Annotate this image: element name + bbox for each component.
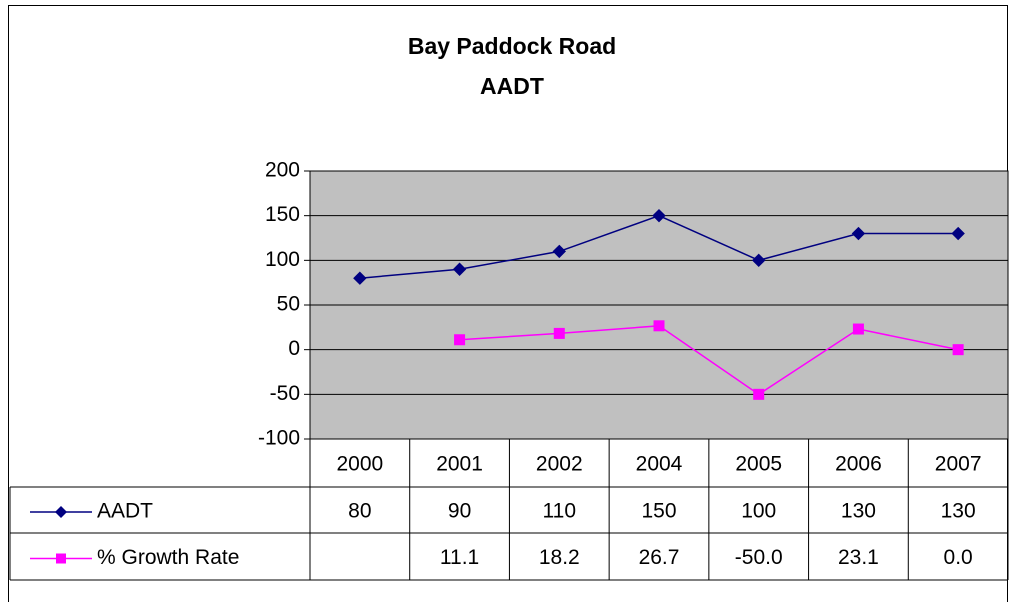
data-label: 11.1 bbox=[440, 546, 479, 569]
y-tick-label: 200 bbox=[265, 159, 300, 182]
series-line bbox=[459, 325, 959, 396]
marker bbox=[951, 226, 965, 241]
legend-label: % Growth Rate bbox=[97, 546, 239, 569]
data-label: 90 bbox=[448, 500, 471, 523]
marker bbox=[752, 253, 766, 268]
marker bbox=[353, 271, 367, 285]
data-label: -50.0 bbox=[735, 546, 783, 569]
marker bbox=[552, 244, 566, 259]
y-tick-label: 50 bbox=[277, 293, 300, 316]
marker bbox=[653, 320, 665, 332]
y-tick-label: 100 bbox=[265, 248, 300, 271]
x-tick-label: 2006 bbox=[835, 453, 882, 476]
data-label: 18.2 bbox=[539, 546, 580, 569]
data-label: 110 bbox=[543, 500, 576, 523]
y-tick-label: 0 bbox=[288, 337, 300, 360]
x-tick-label: 2002 bbox=[536, 453, 583, 476]
data-label: 130 bbox=[941, 500, 976, 523]
x-tick-label: 2005 bbox=[735, 453, 782, 476]
marker bbox=[553, 327, 565, 339]
marker bbox=[851, 226, 866, 241]
legend-label: AADT bbox=[97, 500, 153, 523]
marker bbox=[652, 208, 666, 223]
y-tick-label: 150 bbox=[265, 203, 300, 226]
x-tick-label: 2000 bbox=[336, 453, 383, 476]
y-tick-label: -50 bbox=[270, 382, 300, 405]
marker bbox=[852, 323, 864, 335]
legend-marker bbox=[56, 553, 66, 564]
data-label: 80 bbox=[348, 500, 371, 523]
data-label: 23.1 bbox=[838, 546, 879, 569]
legend-marker bbox=[55, 506, 67, 518]
marker bbox=[452, 262, 467, 276]
marker bbox=[454, 334, 466, 346]
data-label: 26.7 bbox=[639, 546, 680, 569]
x-tick-label: 2007 bbox=[935, 453, 982, 476]
data-label: 0.0 bbox=[944, 546, 973, 569]
x-tick-label: 2001 bbox=[436, 453, 483, 476]
chart-title: AADT bbox=[480, 73, 544, 99]
marker bbox=[952, 344, 964, 356]
data-label: 130 bbox=[841, 500, 876, 523]
chart-title: Bay Paddock Road bbox=[408, 33, 616, 59]
x-tick-label: 2004 bbox=[636, 453, 683, 476]
data-label: 150 bbox=[641, 500, 676, 523]
data-label: 100 bbox=[741, 500, 776, 523]
y-tick-label: -100 bbox=[258, 427, 300, 450]
marker bbox=[753, 388, 765, 400]
